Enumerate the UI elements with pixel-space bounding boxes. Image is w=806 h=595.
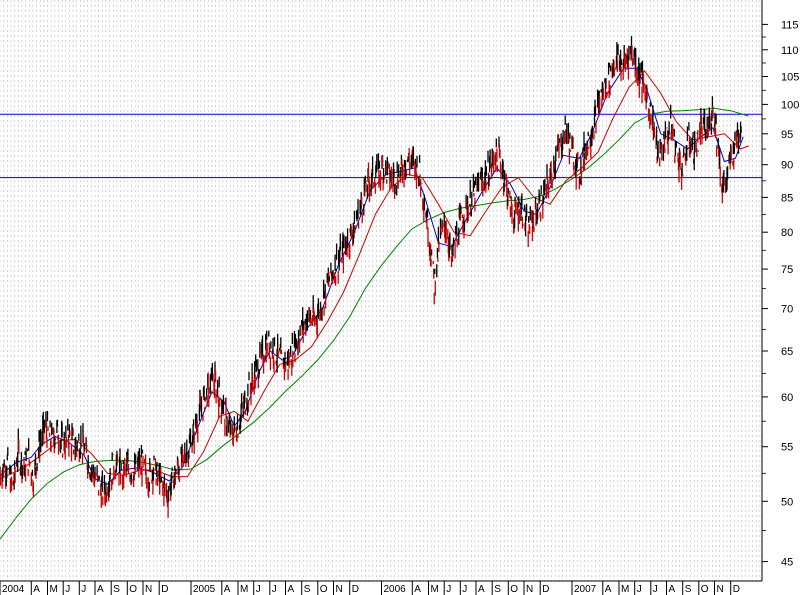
x-tick-label: M bbox=[431, 584, 439, 595]
x-tick-label: J bbox=[65, 584, 70, 595]
y-tick-label: 100 bbox=[781, 99, 799, 111]
y-tick-label: 75 bbox=[781, 264, 793, 276]
x-tick-label: O bbox=[320, 584, 328, 595]
x-tick-label: J bbox=[272, 584, 277, 595]
y-tick-label: 110 bbox=[781, 45, 799, 57]
x-tick-label: A bbox=[605, 584, 612, 595]
x-tick-label: S bbox=[494, 584, 501, 595]
x-tick-label: J bbox=[81, 584, 86, 595]
x-tick-label: J bbox=[256, 584, 261, 595]
x-tick-label: A bbox=[414, 584, 421, 595]
x-tick-label: S bbox=[304, 584, 311, 595]
x-tick-label: D bbox=[733, 584, 740, 595]
x-tick-label: J bbox=[637, 584, 642, 595]
x-tick-label: A bbox=[224, 584, 231, 595]
x-tick-label: S bbox=[113, 584, 120, 595]
x-tick-label: N bbox=[145, 584, 152, 595]
x-tick-label: 2007 bbox=[574, 584, 597, 595]
y-tick-label: 80 bbox=[781, 227, 793, 239]
y-tick-label: 65 bbox=[781, 346, 793, 358]
x-tick-label: 2005 bbox=[193, 584, 216, 595]
x-tick-label: A bbox=[33, 584, 40, 595]
y-tick-label: 90 bbox=[781, 160, 793, 172]
y-tick-label: 50 bbox=[781, 496, 793, 508]
x-tick-label: J bbox=[462, 584, 467, 595]
x-tick-label: 2004 bbox=[2, 584, 25, 595]
x-tick-label: A bbox=[288, 584, 295, 595]
x-tick-label: S bbox=[685, 584, 692, 595]
y-tick-label: 95 bbox=[781, 129, 793, 141]
y-tick-label: 105 bbox=[781, 72, 799, 84]
y-axis-ticks: 45 50 55 60 65 70 75 80 85 90 95 100 105 110 115 bbox=[762, 19, 799, 569]
x-tick-label: O bbox=[129, 584, 137, 595]
x-tick-label: M bbox=[621, 584, 629, 595]
x-tick-label: D bbox=[161, 584, 168, 595]
x-tick-label: N bbox=[526, 584, 533, 595]
x-tick-label: D bbox=[542, 584, 549, 595]
x-tick-label: J bbox=[653, 584, 658, 595]
x-tick-label: N bbox=[717, 584, 724, 595]
x-tick-label: A bbox=[669, 584, 676, 595]
vertical-gridlines bbox=[0, 0, 761, 581]
x-tick-label: M bbox=[50, 584, 58, 595]
x-tick-label: A bbox=[478, 584, 485, 595]
price-bars bbox=[0, 36, 742, 518]
x-tick-label: O bbox=[510, 584, 518, 595]
y-tick-label: 85 bbox=[781, 192, 793, 204]
x-tick-label: O bbox=[701, 584, 709, 595]
x-tick-label: J bbox=[446, 584, 451, 595]
y-tick-label: 70 bbox=[781, 304, 793, 316]
x-tick-label: 2006 bbox=[384, 584, 407, 595]
y-tick-label: 55 bbox=[781, 442, 793, 454]
x-tick-label: N bbox=[336, 584, 343, 595]
y-tick-label: 115 bbox=[781, 19, 799, 31]
x-tick-label: M bbox=[240, 584, 248, 595]
y-tick-label: 60 bbox=[781, 392, 793, 404]
x-axis-ticks: 2004 A M J J A S O N D 2005 A M J J A S O N D 2006 A M J J A S O N D 2… bbox=[0, 581, 740, 595]
x-tick-label: A bbox=[97, 584, 104, 595]
y-tick-label: 45 bbox=[781, 557, 793, 569]
x-tick-label: D bbox=[352, 584, 359, 595]
